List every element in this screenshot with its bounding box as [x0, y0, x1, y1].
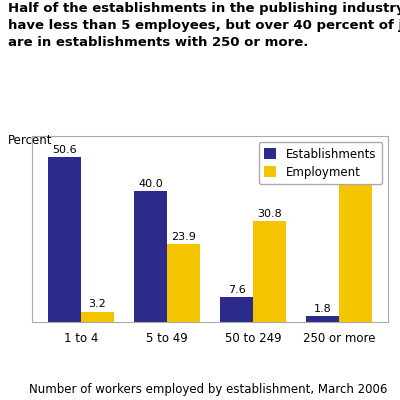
- Bar: [48, 157, 81, 322]
- Text: 3.2: 3.2: [88, 299, 106, 309]
- Text: 7.6: 7.6: [228, 285, 246, 295]
- Bar: [134, 192, 167, 322]
- Bar: [253, 222, 286, 322]
- Text: 30.8: 30.8: [257, 209, 282, 219]
- Text: Percent: Percent: [8, 134, 52, 147]
- Bar: [339, 185, 372, 322]
- Legend: Establishments, Employment: Establishments, Employment: [258, 142, 382, 184]
- Bar: [220, 297, 253, 322]
- Text: 40.0: 40.0: [138, 179, 163, 189]
- Text: 23.9: 23.9: [171, 232, 196, 242]
- Text: 42.1: 42.1: [343, 172, 368, 182]
- Text: Number of workers employed by establishment, March 2006: Number of workers employed by establishm…: [29, 383, 387, 396]
- Bar: [306, 316, 339, 322]
- Bar: [167, 244, 200, 322]
- Bar: [81, 312, 114, 322]
- Text: Half of the establishments in the publishing industry
have less than 5 employees: Half of the establishments in the publis…: [8, 2, 400, 49]
- Text: 50.6: 50.6: [52, 144, 77, 154]
- Text: 1.8: 1.8: [314, 304, 332, 314]
